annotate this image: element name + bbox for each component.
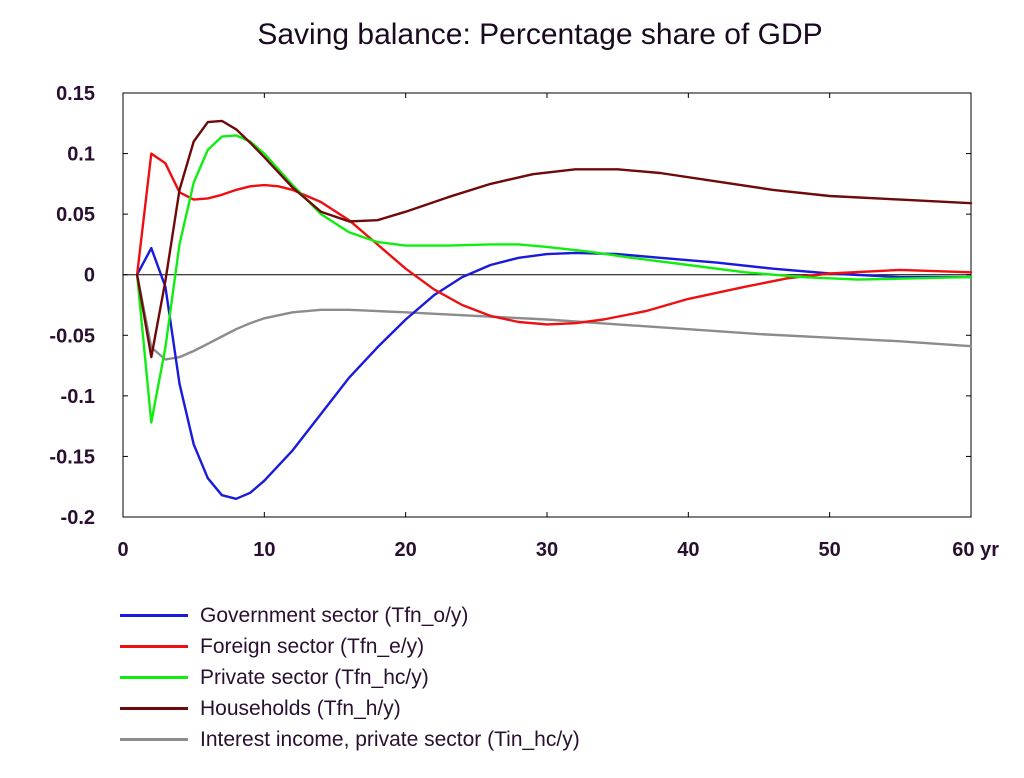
y-tick-label: 0.15 [56,83,95,105]
legend-label: Interest income, private sector (Tin_hc/… [200,727,580,751]
legend-label: Foreign sector (Tfn_e/y) [200,634,425,658]
series-line-3 [135,119,973,359]
legend-item: Foreign sector (Tfn_e/y) [120,631,580,662]
x-tick-label: 10 [253,539,275,561]
axes: 0.15 0.1 0.05 0 -0.05 -0.1 -0.15 -0.2 0 10 20 30 40 5… [49,83,999,561]
x-tick-label: 40 [677,539,699,561]
series-group [135,119,973,500]
legend-swatch [120,676,188,679]
x-tick-label: 60 yr [952,539,999,561]
y-tick-label: -0.1 [61,386,95,408]
x-tick-label: 0 [117,539,128,561]
x-tick-label: 20 [395,539,417,561]
x-tick-label: 50 [819,539,841,561]
legend-label: Government sector (Tfn_o/y) [200,603,469,627]
legend-item: Households (Tfn_h/y) [120,693,580,724]
legend-item: Interest income, private sector (Tin_hc/… [120,724,580,755]
legend-item: Government sector (Tfn_o/y) [120,600,580,631]
line-chart: 0.15 0.1 0.05 0 -0.05 -0.1 -0.15 -0.2 0 10 20 30 40 5… [49,83,999,561]
plot-area [122,92,972,518]
legend-swatch [120,645,188,648]
series-line-4 [135,273,973,361]
y-tick-label: 0 [84,265,95,287]
x-tick-label: 30 [536,539,558,561]
legend-item: Private sector (Tfn_hc/y) [120,662,580,693]
legend-swatch [120,614,188,617]
legend-label: Households (Tfn_h/y) [200,696,401,720]
y-tick-label: -0.05 [49,325,95,347]
legend: Government sector (Tfn_o/y) Foreign secto… [120,600,580,755]
y-tick-label: -0.2 [61,507,95,529]
legend-swatch [120,707,188,710]
series-line-0 [135,246,973,500]
y-tick-label: 0.05 [56,204,95,226]
y-tick-label: -0.15 [49,446,95,468]
series-line-1 [135,152,973,326]
legend-label: Private sector (Tfn_hc/y) [200,665,429,689]
y-tick-label: 0.1 [67,144,95,166]
legend-swatch [120,738,188,741]
series-line-2 [135,134,973,424]
chart-title: Saving balance: Percentage share of GDP [257,18,823,51]
